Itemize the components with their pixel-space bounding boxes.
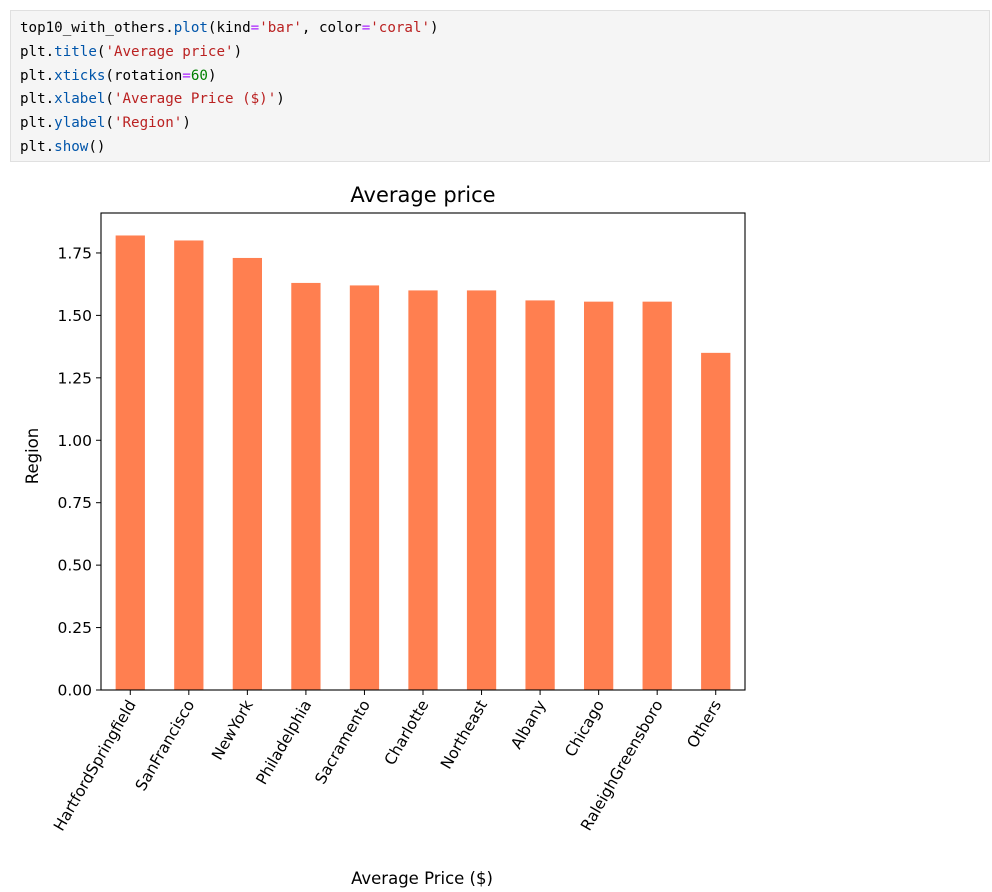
y-tick-label: 0.75: [57, 494, 92, 512]
bar: [291, 282, 321, 690]
chart-title: Average price: [350, 183, 495, 207]
y-tick-label: 0.00: [57, 682, 92, 700]
code-token: top10_with_others.: [20, 20, 174, 36]
code-token: 'coral': [370, 20, 431, 36]
x-tick-label: NewYork: [208, 697, 257, 763]
code-token: plt.: [20, 91, 55, 108]
code-token: ): [182, 115, 191, 132]
code-token: (: [96, 43, 106, 60]
code-cell[interactable]: top10_with_others.plot(kind='bar', color…: [10, 10, 990, 162]
bar-chart: Average price Region Average Price ($) 0…: [23, 183, 746, 888]
bar: [115, 235, 145, 690]
code-token: plt.: [20, 67, 55, 84]
plot-area-frame: [100, 212, 746, 691]
code-token: ): [276, 91, 285, 108]
x-tick-label: Charlotte: [381, 697, 433, 768]
x-tick-label: HartfordSpringfield: [50, 697, 140, 834]
code-line: plt.ylabel('Region'): [20, 115, 191, 131]
x-tick-label: Others: [684, 697, 726, 751]
y-tick-label: 1.75: [57, 244, 92, 262]
code-editor[interactable]: top10_with_others.plot(kind='bar', color…: [20, 17, 439, 160]
code-line: plt.xticks(rotation=60): [20, 68, 216, 84]
code-token: (: [105, 91, 114, 108]
x-axis-label: Average Price ($): [351, 869, 493, 888]
y-tick-label: 0.25: [57, 619, 92, 637]
x-tick-label: Philadelphia: [253, 697, 316, 788]
y-tick-label: 1.50: [57, 307, 92, 325]
y-tick-label: 1.00: [57, 432, 92, 450]
x-tick-label: Northeast: [437, 697, 491, 772]
code-token: title: [54, 43, 97, 60]
code-token: ): [430, 20, 439, 36]
bars-group: [115, 235, 731, 691]
x-tick-label: Sacramento: [311, 697, 373, 787]
bar: [525, 300, 555, 690]
code-token: plt.: [20, 43, 55, 60]
code-token: ): [233, 43, 243, 60]
code-token: xticks: [54, 67, 106, 84]
code-token: =: [182, 67, 191, 84]
code-token: plot: [173, 20, 208, 36]
code-line: plt.title('Average price'): [20, 44, 242, 60]
bar: [642, 301, 672, 690]
y-tick-label: 0.50: [57, 557, 92, 575]
code-token: (rotation: [105, 67, 183, 84]
code-token: 'bar': [259, 20, 302, 36]
y-axis: 0.00 0.25 0.50 0.75 1.00 1.25 1.50 1.75: [57, 244, 101, 700]
code-token: 60: [190, 67, 208, 84]
code-token: ylabel: [54, 115, 106, 132]
bar: [701, 352, 731, 690]
code-token: show: [54, 138, 89, 155]
code-token: =: [250, 20, 260, 36]
code-token: plt.: [20, 138, 55, 155]
code-token: (: [105, 115, 114, 132]
code-token: ): [207, 67, 217, 84]
x-tick-label: Chicago: [561, 697, 608, 760]
x-tick-label: SanFrancisco: [132, 697, 198, 794]
code-line: plt.xlabel('Average Price ($)'): [20, 91, 285, 107]
bar: [349, 285, 380, 690]
bar: [466, 290, 497, 690]
code-token: (kind: [207, 20, 251, 36]
x-tick-label: Albany: [507, 697, 549, 752]
code-token: plt.: [20, 115, 55, 132]
bar: [408, 290, 438, 690]
y-tick-label: 1.25: [57, 369, 92, 387]
code-token: 'Average Price ($)': [113, 91, 277, 108]
code-token: xlabel: [54, 91, 106, 108]
code-token: (): [88, 138, 106, 155]
bar: [174, 240, 204, 691]
code-token: , color: [301, 20, 362, 36]
code-line: top10_with_others.plot(kind='bar', color…: [20, 20, 439, 36]
code-line: plt.show(): [20, 139, 105, 155]
bar: [232, 257, 262, 690]
y-axis-label: Region: [23, 428, 42, 485]
code-token: 'Average price': [105, 43, 234, 60]
code-token: =: [361, 20, 371, 36]
bar: [584, 301, 614, 690]
code-token: 'Region': [113, 115, 183, 132]
